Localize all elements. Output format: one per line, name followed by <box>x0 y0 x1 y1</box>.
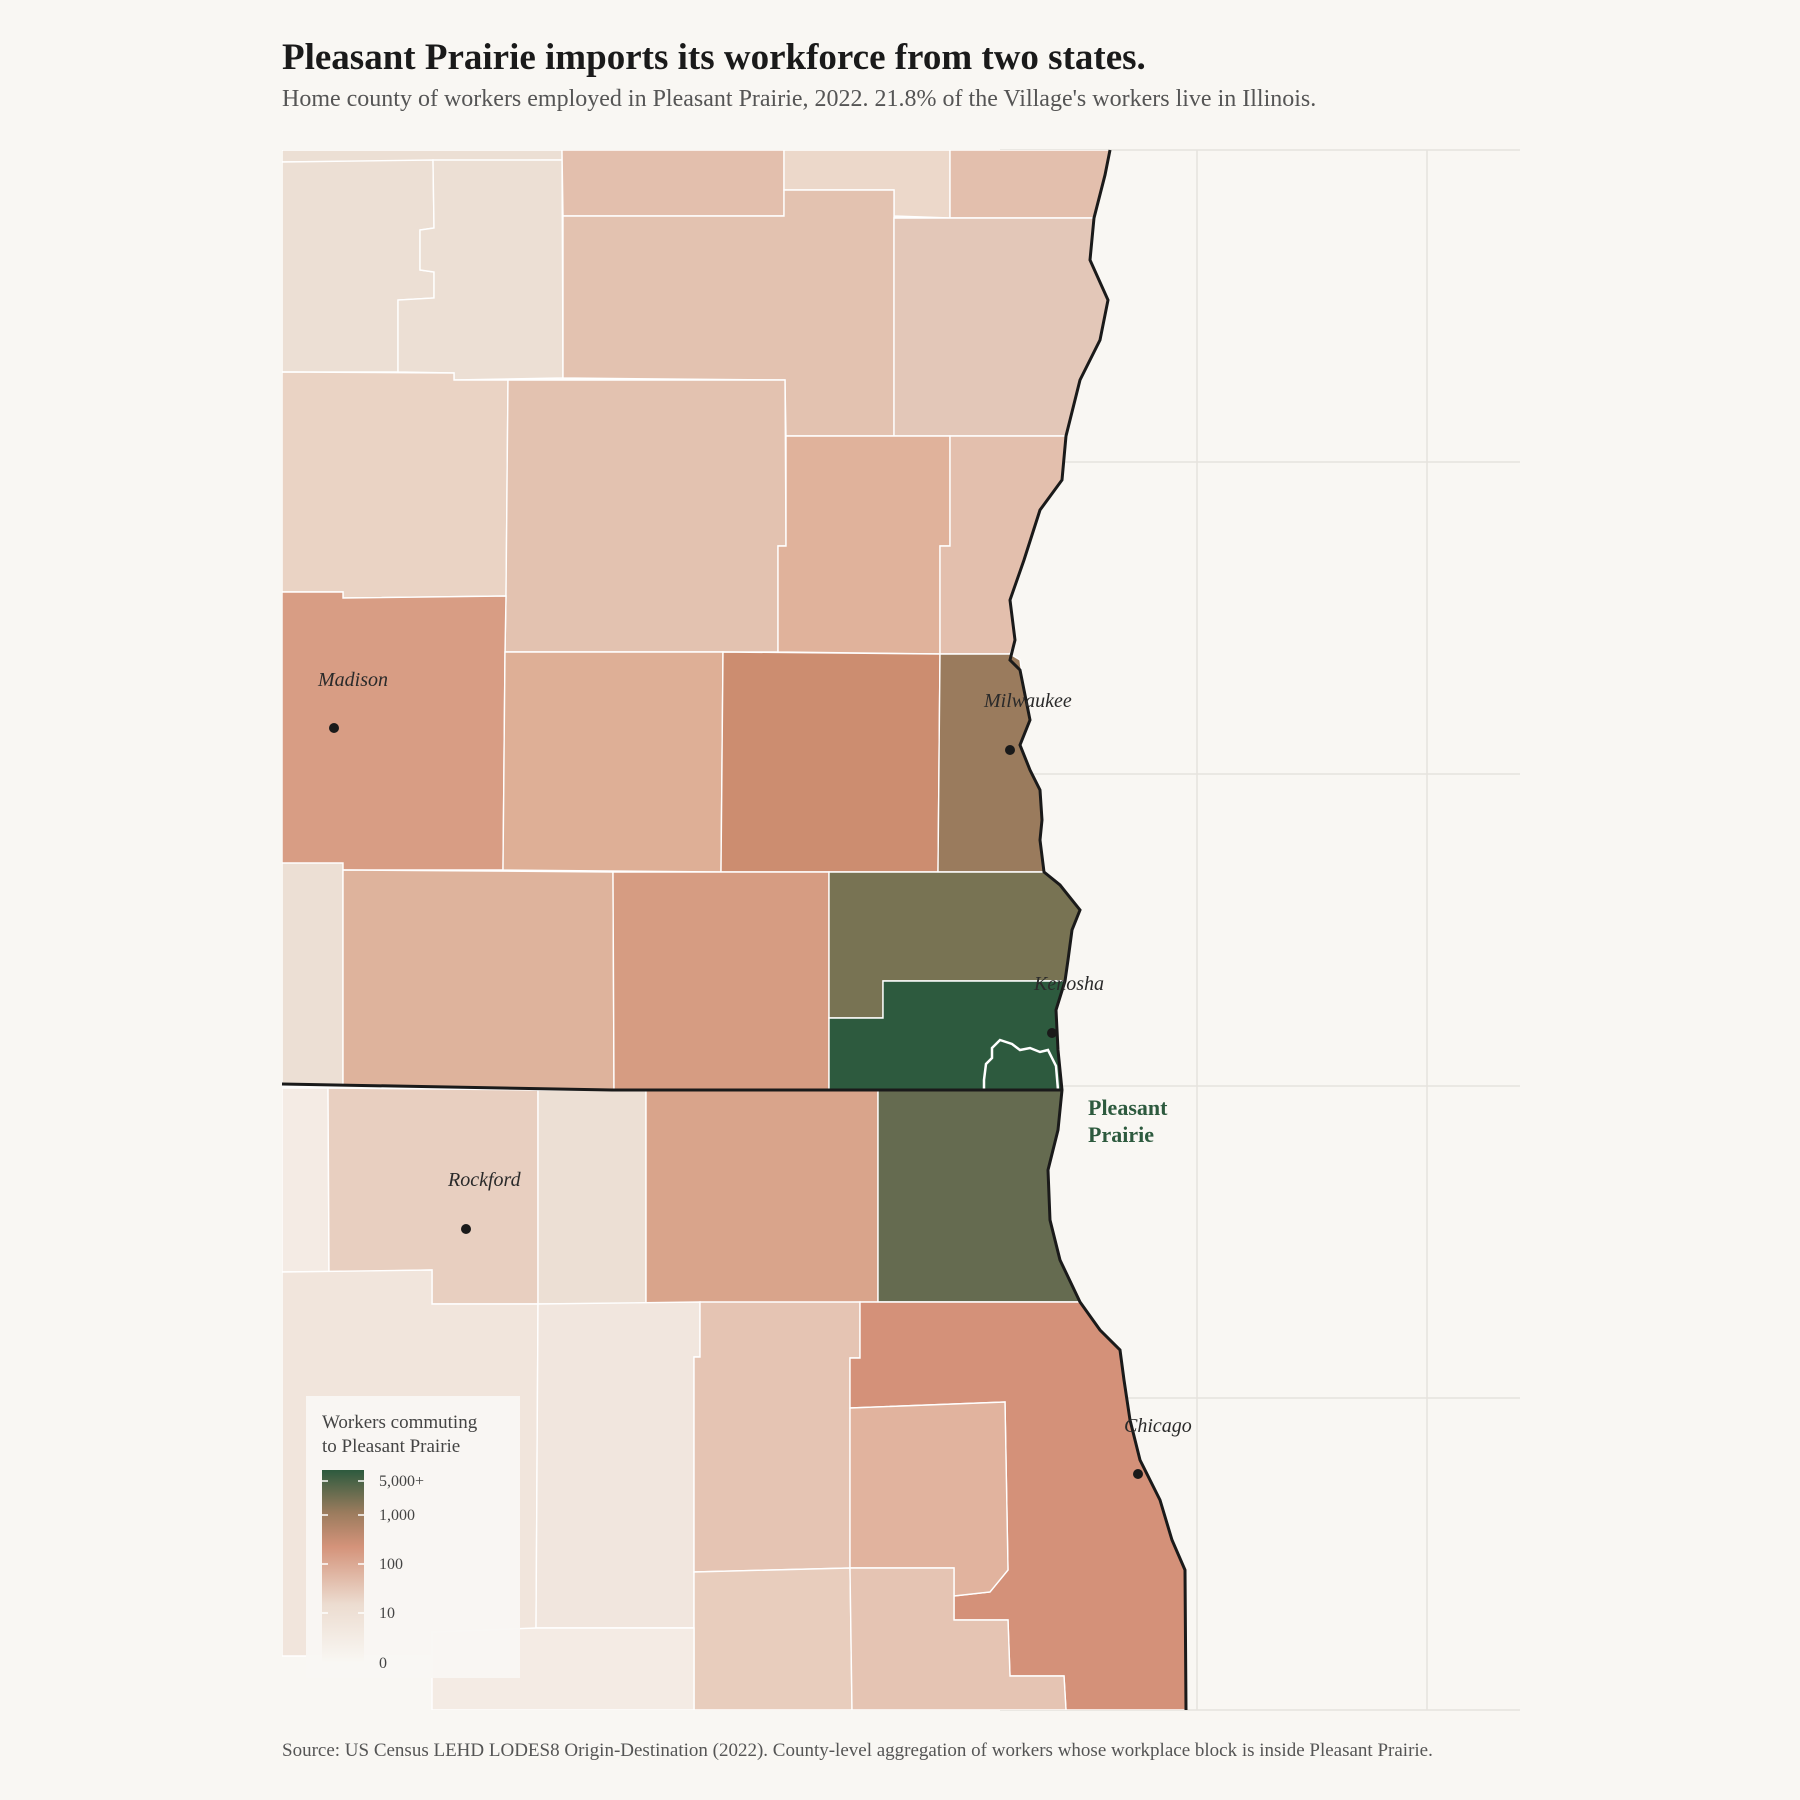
city-label-chicago: Chicago <box>1124 1415 1192 1437</box>
county-il-will[interactable] <box>849 1567 1067 1710</box>
county-il-dupage[interactable] <box>849 1401 1009 1597</box>
legend-tick-1000: 1,000 <box>379 1507 415 1524</box>
legend-tick-5000: 5,000+ <box>379 1473 424 1490</box>
city-label-kenosha: Kenosha <box>1033 973 1104 995</box>
county-wi-waukesha[interactable] <box>720 651 941 873</box>
pleasant-prairie-boundary[interactable] <box>982 1038 1060 1092</box>
counties-layer <box>282 150 1187 1710</box>
legend-tick-100: 100 <box>379 1556 403 1573</box>
state-border-wi-il <box>281 1082 1062 1092</box>
source-note: Source: US Census LEHD LODES8 Origin-Des… <box>282 1740 1433 1761</box>
legend-color-ramp <box>322 1470 364 1662</box>
city-dot-milwaukee <box>1005 745 1015 755</box>
county-wi-jefferson[interactable] <box>502 651 724 873</box>
county-wi-sw1[interactable] <box>282 862 344 1087</box>
county-wi-rock[interactable] <box>342 869 615 1091</box>
county-wi-walworth[interactable] <box>612 871 830 1091</box>
city-dot-madison <box>329 723 339 733</box>
county-wi-c3[interactable] <box>939 435 1067 655</box>
pleasant-prairie-label-line1: Pleasant <box>1088 1095 1168 1120</box>
legend-title-line2: to Pleasant Prairie <box>322 1436 460 1457</box>
city-markers <box>329 723 1143 1479</box>
legend: Workers commuting to Pleasant Prairie 5,… <box>306 1396 520 1678</box>
city-dot-rockford <box>461 1224 471 1234</box>
graticule <box>1000 149 1520 1711</box>
county-il-boone[interactable] <box>537 1089 647 1305</box>
lake-michigan-shoreline <box>1008 149 1188 1711</box>
county-wi-n5[interactable] <box>893 217 1109 437</box>
city-dot-kenosha <box>1047 1028 1057 1038</box>
map-title: Pleasant Prairie imports its workforce f… <box>282 37 1146 78</box>
county-il-w1[interactable] <box>282 1087 330 1273</box>
county-wi-dane[interactable] <box>282 591 507 871</box>
map-subtitle: Home county of workers employed in Pleas… <box>282 86 1317 112</box>
county-wi-w1[interactable] <box>282 371 509 599</box>
county-il-mchenry[interactable] <box>645 1089 879 1305</box>
city-label-madison: Madison <box>317 669 388 691</box>
county-il-dekalb[interactable] <box>535 1301 701 1629</box>
county-wi-n1[interactable] <box>561 150 785 217</box>
county-wi-c1[interactable] <box>504 379 787 653</box>
city-dot-chicago <box>1133 1469 1143 1479</box>
county-il-kendall[interactable] <box>693 1567 853 1710</box>
county-wi-c2[interactable] <box>777 435 951 655</box>
legend-title-line1: Workers commuting <box>322 1412 478 1433</box>
legend-tick-marks <box>322 1480 364 1614</box>
city-label-milwaukee: Milwaukee <box>983 690 1072 712</box>
legend-tick-10: 10 <box>379 1605 395 1622</box>
city-label-rockford: Rockford <box>447 1169 522 1191</box>
pleasant-prairie-label-line2: Prairie <box>1088 1122 1154 1147</box>
county-il-kane[interactable] <box>693 1301 861 1573</box>
county-wi-n3[interactable] <box>949 150 1111 219</box>
legend-tick-0: 0 <box>379 1655 387 1672</box>
